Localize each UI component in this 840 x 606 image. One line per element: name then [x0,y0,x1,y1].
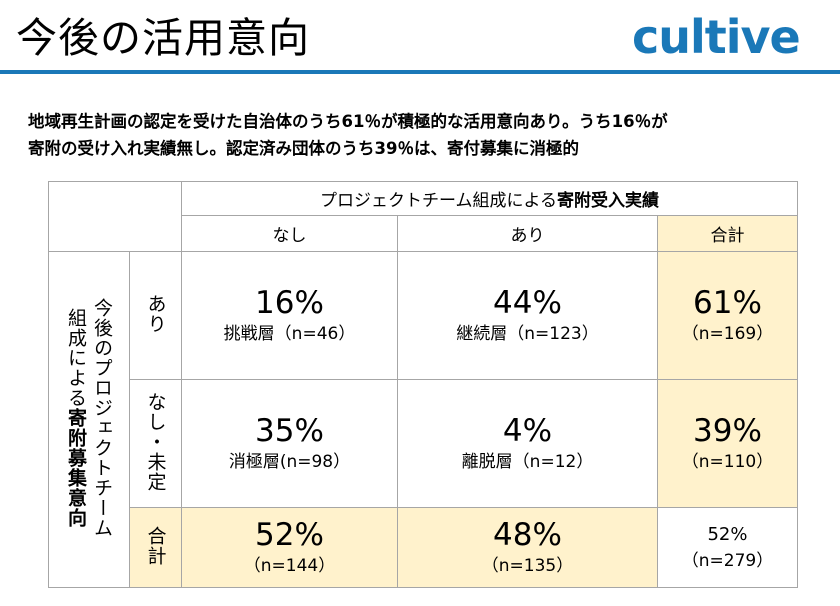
row-header-yes-label: あり [144,293,167,334]
row-header-total: 合計 [129,507,182,588]
cell-sample-size: （n=135） [481,555,574,576]
row-header-none-undecided: なし・未定 [129,379,182,508]
row-group-line-2-emphasis: 寄附募集意向 [65,407,87,528]
row-group-label: 今後のプロジェクトチーム 組成による寄附募集意向 [63,298,115,538]
column-group-emphasis: 寄附受入実績 [556,191,659,211]
cell-segment-label: 離脱層（n=12） [461,451,594,472]
column-group-header: プロジェクトチーム組成による寄附受入実績 [181,181,798,216]
summary-line-2: 寄附の受け入れ実績無し。認定済み団体のうち39％は、寄付募集に消極的 [28,139,579,158]
cell-total-yes: 48% （n=135） [397,507,658,588]
cell-grand-total: 52% （n=279） [657,507,798,588]
cell-none-none: 35% 消極層(n=98） [181,379,398,508]
cell-segment-label: 継続層（n=123） [456,323,599,344]
corner-cell [48,181,182,252]
summary-line-1: 地域再生計画の認定を受けた自治体のうち61％が積極的な活用意向あり。うち16％が [28,112,668,131]
column-header-total: 合計 [657,215,798,252]
page-title: 今後の活用意向 [16,14,310,62]
cell-percentage: 48% [493,516,562,553]
cell-sample-size: （n=279） [681,550,774,571]
cell-percentage: 44% [493,284,562,321]
cell-segment-label: 挑戦層（n=46） [223,323,356,344]
column-header-none: なし [181,215,398,252]
cell-total-none: 52% （n=144） [181,507,398,588]
row-header-yes: あり [129,251,182,380]
cultive-logo: cultive [632,10,801,64]
cell-sample-size: （n=144） [243,555,336,576]
cell-segment-label: 消極層(n=98） [228,451,351,472]
cross-tab-table: プロジェクトチーム組成による寄附受入実績 なし あり 合計 今後のプロジェクトチ… [48,181,798,588]
cell-percentage: 39% [693,412,762,449]
column-header-yes: あり [397,215,658,252]
row-group-line-2-prefix: 組成による [65,307,87,408]
row-header-none-label: なし・未定 [144,391,167,492]
cell-sample-size: （n=110） [681,451,774,472]
cell-percentage: 52% [255,516,324,553]
header-divider [0,70,840,74]
cell-none-yes: 4% 離脱層（n=12） [397,379,658,508]
cell-percentage: 4% [502,412,553,449]
cell-yes-none: 16% 挑戦層（n=46） [181,251,398,380]
cell-percentage: 16% [255,284,324,321]
cell-percentage: 61% [693,284,762,321]
cell-sample-size: （n=169） [681,323,774,344]
row-group-line-1: 今後のプロジェクトチーム [91,297,113,538]
cell-yes-total: 61% （n=169） [657,251,798,380]
cell-percentage: 52% [707,523,748,545]
summary-text: 地域再生計画の認定を受けた自治体のうち61％が積極的な活用意向あり。うち16％が… [28,108,828,162]
cell-yes-yes: 44% 継続層（n=123） [397,251,658,380]
row-group-header: 今後のプロジェクトチーム 組成による寄附募集意向 [48,251,130,588]
cell-none-total: 39% （n=110） [657,379,798,508]
row-header-total-label: 合計 [144,525,167,566]
column-group-prefix: プロジェクトチーム組成による [320,191,557,211]
cell-percentage: 35% [255,412,324,449]
